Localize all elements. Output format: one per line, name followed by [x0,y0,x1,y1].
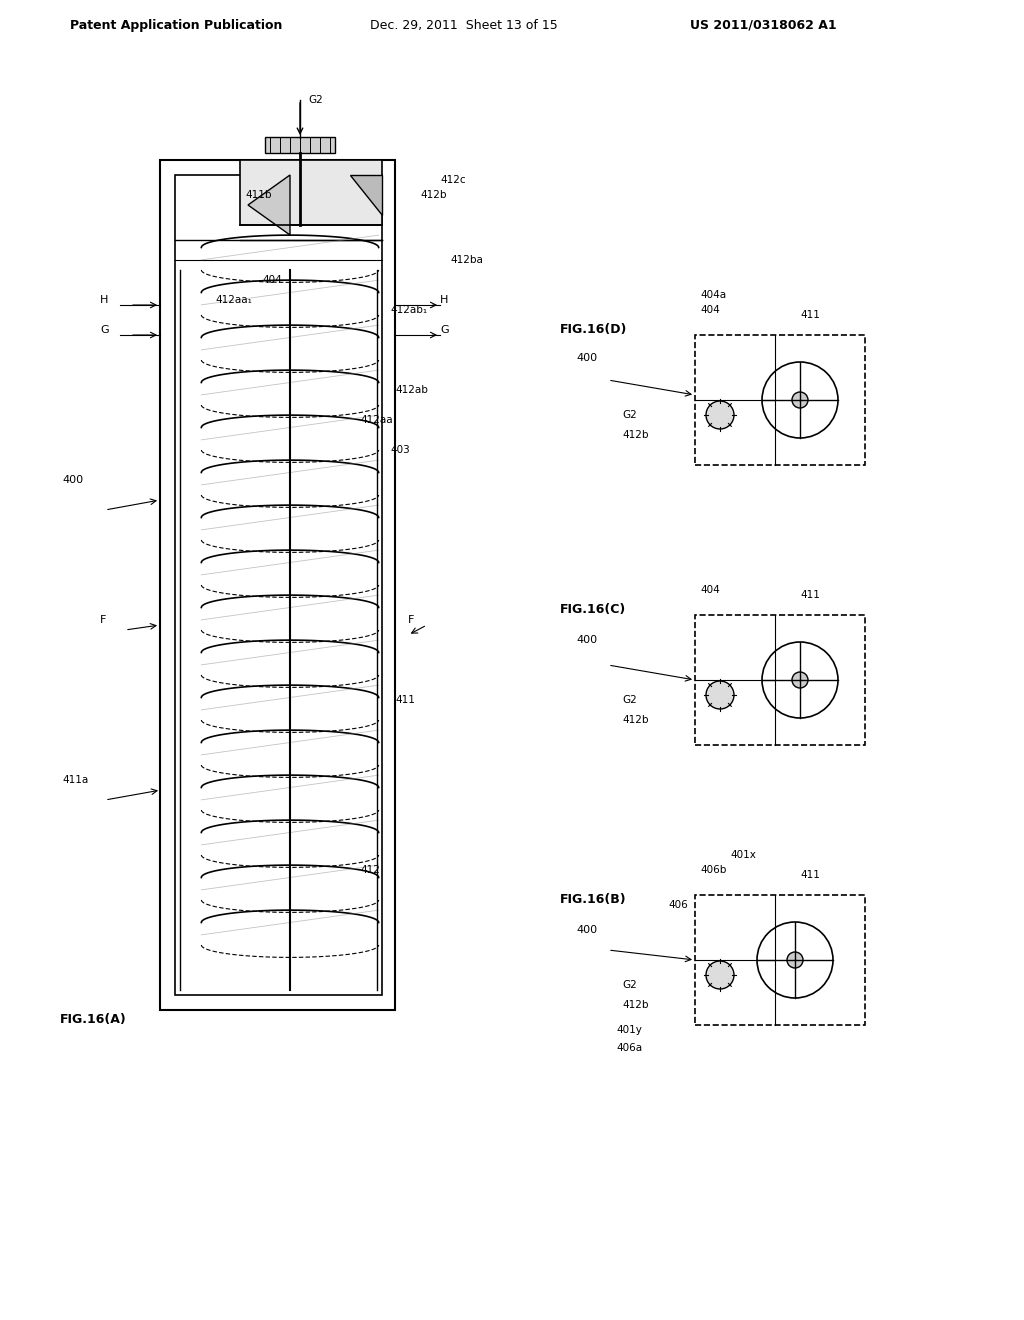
Text: 404a: 404a [700,290,726,300]
Text: 412aa: 412aa [360,414,392,425]
Text: 412b: 412b [622,430,648,440]
Text: G2: G2 [622,411,637,420]
Circle shape [762,642,838,718]
Circle shape [792,392,808,408]
Text: 412ab₁: 412ab₁ [390,305,427,315]
Text: G2: G2 [622,696,637,705]
Text: 404: 404 [700,585,720,595]
Text: G: G [100,325,109,335]
Text: FIG.16(A): FIG.16(A) [60,1014,127,1027]
Text: 403: 403 [390,445,410,455]
Text: F: F [408,615,415,624]
Bar [240,160,382,224]
Text: 404: 404 [262,275,282,285]
Text: 411: 411 [800,590,820,601]
Text: H: H [100,294,109,305]
Text: 411: 411 [800,870,820,880]
Circle shape [762,362,838,438]
Text: 411a: 411a [62,775,88,785]
Text: 411: 411 [800,310,820,319]
Text: 404: 404 [700,305,720,315]
Text: 411b: 411b [245,190,271,201]
Polygon shape [248,176,290,235]
Text: 406a: 406a [616,1043,642,1053]
Text: 406b: 406b [700,865,726,875]
Text: 412c: 412c [440,176,466,185]
Text: 401x: 401x [730,850,756,861]
Text: 406: 406 [668,900,688,909]
Bar [175,176,382,995]
Text: 400: 400 [575,635,597,645]
Circle shape [706,961,734,989]
Circle shape [787,952,803,968]
Text: F: F [100,615,106,624]
Bar [695,335,865,465]
Text: FIG.16(C): FIG.16(C) [560,603,627,616]
Bar [695,615,865,744]
Text: Patent Application Publication: Patent Application Publication [70,18,283,32]
Polygon shape [350,176,382,215]
Text: 400: 400 [62,475,83,484]
Bar [695,895,865,1026]
Text: G2: G2 [622,979,637,990]
Text: 411: 411 [395,696,415,705]
Text: 400: 400 [575,352,597,363]
Text: 412b: 412b [622,1001,648,1010]
Circle shape [706,401,734,429]
Text: FIG.16(D): FIG.16(D) [560,323,628,337]
Text: 400: 400 [575,925,597,935]
Bar [160,160,395,1010]
Text: 412b: 412b [420,190,446,201]
Text: Dec. 29, 2011  Sheet 13 of 15: Dec. 29, 2011 Sheet 13 of 15 [370,18,558,32]
Circle shape [706,681,734,709]
Text: G2: G2 [308,95,323,106]
Text: 412ab: 412ab [395,385,428,395]
Text: 401y: 401y [616,1026,642,1035]
Circle shape [757,921,833,998]
Text: FIG.16(B): FIG.16(B) [560,894,627,907]
Text: H: H [440,294,449,305]
Text: 412ba: 412ba [450,255,483,265]
Text: 412aa₁: 412aa₁ [215,294,252,305]
Bar [265,137,335,153]
Text: 412b: 412b [622,715,648,725]
Circle shape [792,672,808,688]
Text: 412: 412 [360,865,380,875]
Text: US 2011/0318062 A1: US 2011/0318062 A1 [690,18,837,32]
Text: G: G [440,325,449,335]
